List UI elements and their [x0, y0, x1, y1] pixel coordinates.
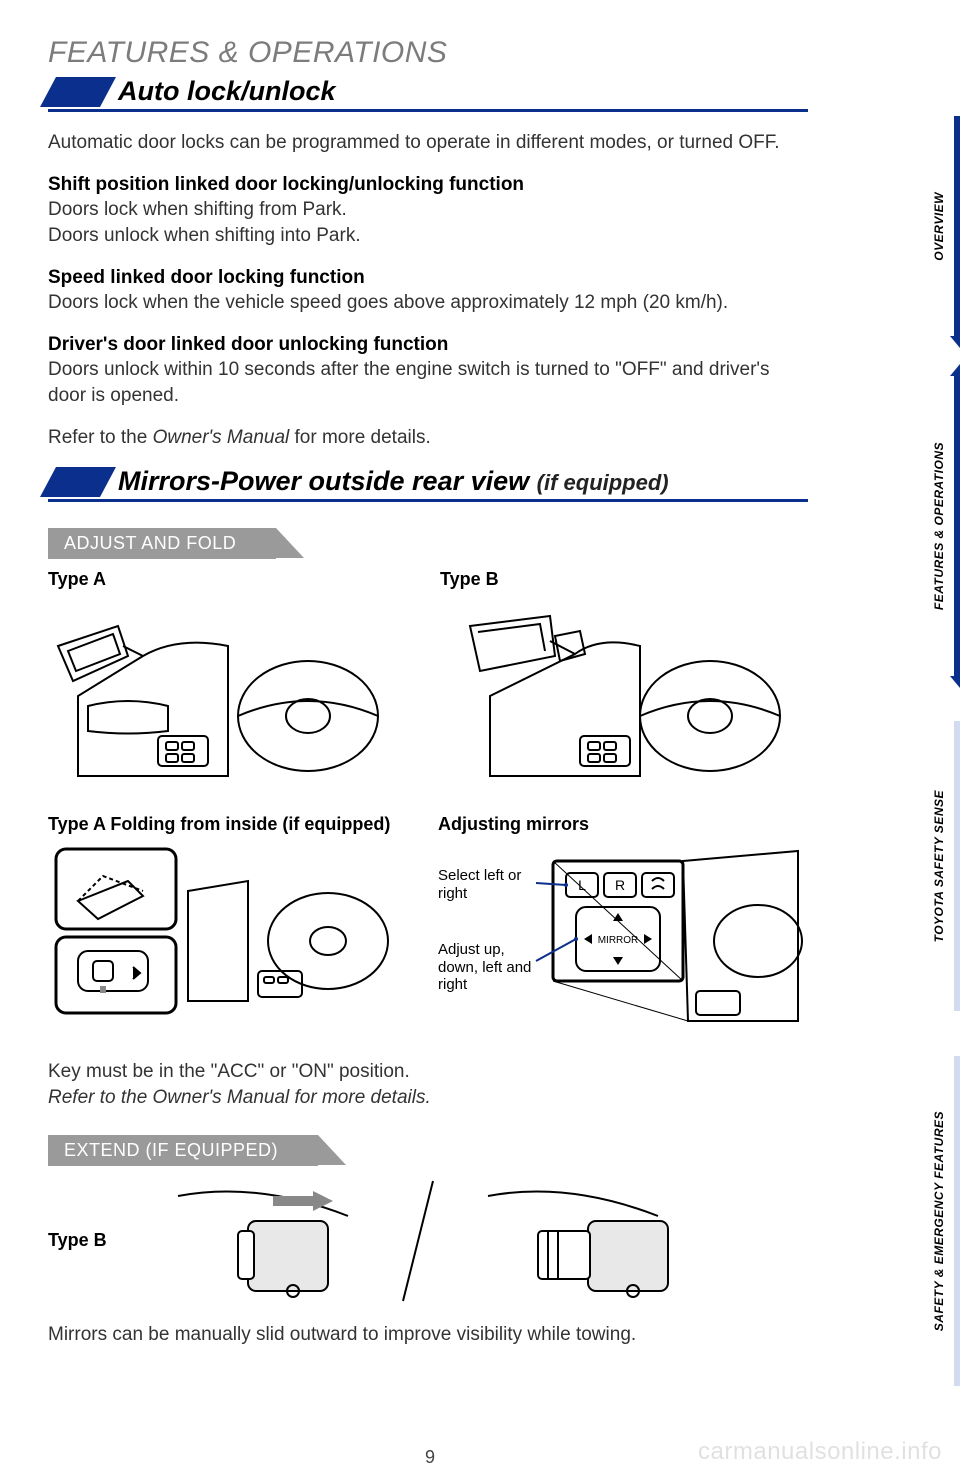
refer-note: Refer to the Owner's Manual for more det…: [48, 425, 808, 451]
func2-title: Speed linked door locking function: [48, 265, 808, 291]
label-type-a: Type A: [48, 569, 416, 590]
extend-note: Mirrors can be manually slid outward to …: [48, 1322, 808, 1348]
tab-safety: SAFETY & EMERGENCY FEATURES: [932, 1056, 960, 1386]
illustration-type-a-folding: [48, 841, 408, 1021]
refer-suffix: for more details.: [289, 427, 431, 448]
illustration-adjusting-mirrors: L R MIRROR: [438, 841, 808, 1041]
heading-mirrors: Mirrors-Power outside rear view (if equi…: [48, 466, 808, 497]
func1-title: Shift position linked door locking/unloc…: [48, 172, 808, 198]
tab-features: FEATURES & OPERATIONS: [932, 376, 960, 676]
chevron-icon: [48, 77, 108, 107]
heading-rule: [48, 109, 808, 112]
tab-overview-label: OVERVIEW: [932, 192, 946, 261]
tab-tss-label: TOYOTA SAFETY SENSE: [932, 790, 946, 942]
refer-italic: Owner's Manual: [153, 427, 290, 448]
refer-prefix: Refer to the: [48, 427, 153, 448]
label-adjusting-mirrors: Adjusting mirrors: [438, 814, 808, 835]
section-title: FEATURES & OPERATIONS: [48, 36, 808, 70]
heading-1-text: Auto lock/unlock: [118, 76, 336, 107]
tab-safety-label: SAFETY & EMERGENCY FEATURES: [932, 1111, 946, 1331]
heading-2-main: Mirrors-Power outside rear view: [118, 466, 537, 496]
key-note-italic: Refer to the Owner's Manual for more det…: [48, 1085, 808, 1111]
heading-rule-2: [48, 499, 808, 502]
illustration-type-a: [48, 596, 408, 796]
tab-tss: TOYOTA SAFETY SENSE: [932, 721, 960, 1011]
func1-line1: Doors lock when shifting from Park.: [48, 197, 808, 223]
svg-text:R: R: [615, 877, 625, 893]
label-type-a-folding: Type A Folding from inside (if equipped): [48, 814, 414, 835]
divider-slash: [398, 1176, 438, 1306]
side-tabs: OVERVIEW FEATURES & OPERATIONS TOYOTA SA…: [912, 116, 960, 1416]
callout-adjust: Adjust up, down, left and right: [438, 941, 533, 993]
subsection-extend: EXTEND (IF EQUIPPED): [48, 1135, 318, 1166]
func1-line2: Doors unlock when shifting into Park.: [48, 223, 808, 249]
tab-features-label: FEATURES & OPERATIONS: [932, 442, 946, 610]
svg-text:MIRROR: MIRROR: [598, 935, 639, 946]
func3-line1: Doors unlock within 10 seconds after the…: [48, 357, 808, 408]
intro-paragraph: Automatic door locks can be programmed t…: [48, 130, 808, 156]
heading-2-suffix: (if equipped): [537, 470, 669, 495]
label-type-b: Type B: [440, 569, 808, 590]
illustration-extend-before: [138, 1176, 378, 1306]
chevron-icon: [48, 467, 108, 497]
subsection-adjust-fold: ADJUST AND FOLD: [48, 528, 276, 559]
tab-overview: OVERVIEW: [932, 116, 960, 336]
callout-select: Select left or right: [438, 867, 533, 902]
label-type-b-extend: Type B: [48, 1230, 118, 1251]
illustration-extend-after: [458, 1176, 698, 1306]
heading-auto-lock: Auto lock/unlock: [48, 76, 808, 107]
func2-line1: Doors lock when the vehicle speed goes a…: [48, 290, 808, 316]
illustration-type-b: [440, 596, 800, 796]
watermark: carmanualsonline.info: [698, 1438, 942, 1466]
key-note: Key must be in the "ACC" or "ON" positio…: [48, 1059, 808, 1085]
extend-illustrations: Type B: [48, 1176, 808, 1306]
func3-title: Driver's door linked door unlocking func…: [48, 332, 808, 358]
